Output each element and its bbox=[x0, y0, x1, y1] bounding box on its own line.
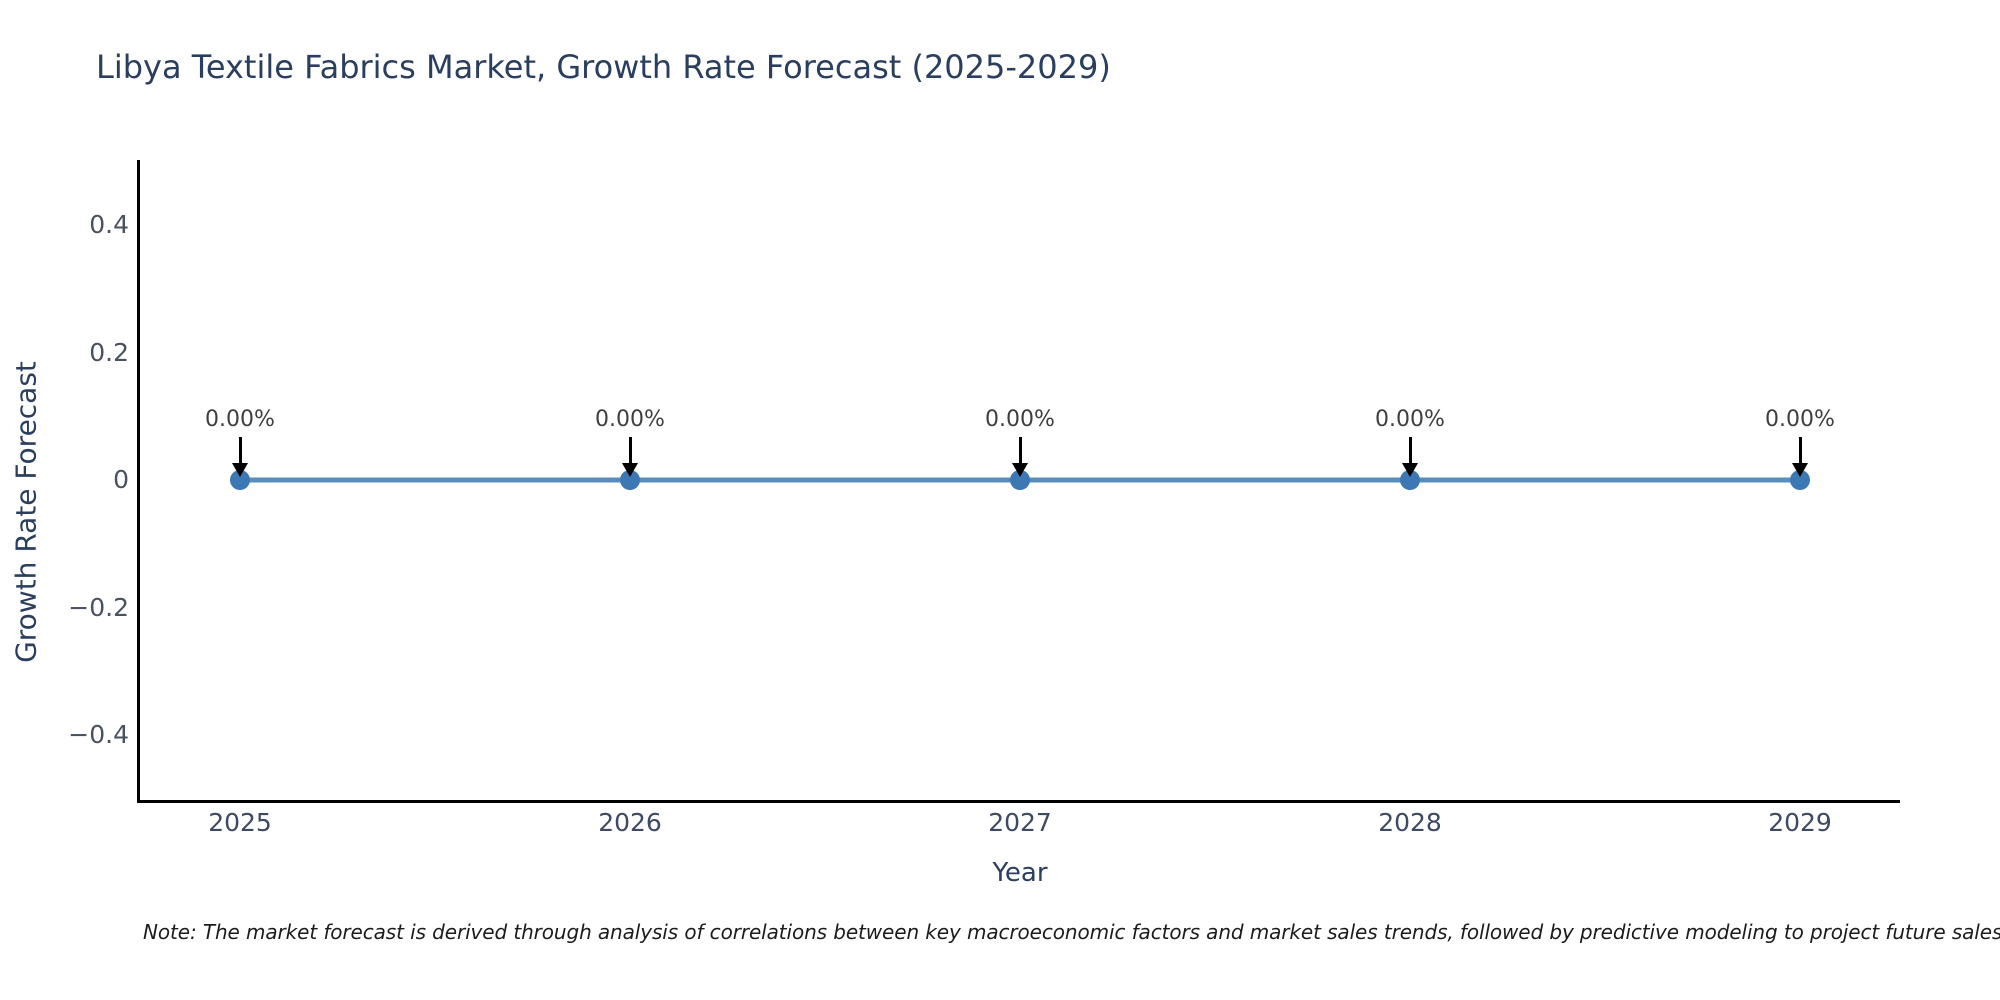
y-tick-label: 0.4 bbox=[89, 210, 129, 239]
y-tick-label: −0.4 bbox=[68, 720, 129, 749]
plot-area: 0.4 0.2 0 −0.2 −0.4 2025 2026 2027 2028 2029 0.00%… bbox=[68, 160, 1900, 837]
annotation-arrow-shaft bbox=[1408, 437, 1412, 464]
point-annotation-label: 0.00% bbox=[1375, 407, 1445, 432]
x-tick-label: 2027 bbox=[988, 808, 1052, 837]
y-tick-label: −0.2 bbox=[68, 592, 129, 622]
chart-title: Libya Textile Fabrics Market, Growth Rat… bbox=[96, 48, 1111, 86]
annotation-arrow-head bbox=[1012, 463, 1028, 477]
y-tick-label: 0.2 bbox=[89, 337, 129, 367]
y-axis-title: Growth Rate Forecast bbox=[9, 361, 43, 663]
point-annotation-label: 0.00% bbox=[595, 407, 665, 432]
annotation-arrow-head bbox=[622, 463, 638, 477]
annotation-arrow-shaft bbox=[1018, 437, 1022, 464]
x-tick-label: 2029 bbox=[1768, 808, 1832, 837]
point-annotation-label: 0.00% bbox=[985, 407, 1055, 432]
point-annotation-label: 0.00% bbox=[1765, 407, 1835, 432]
annotation-arrow-shaft bbox=[628, 437, 632, 464]
annotation-arrow-shaft bbox=[238, 437, 242, 464]
annotation-arrow-head bbox=[1402, 463, 1418, 477]
x-tick-label: 2028 bbox=[1378, 808, 1442, 837]
series-svg bbox=[230, 470, 1810, 490]
annotation-arrow-shaft bbox=[1798, 437, 1802, 464]
y-tick-label: 0 bbox=[113, 465, 129, 494]
annotation-arrow-head bbox=[1792, 463, 1808, 477]
x-tick-label: 2025 bbox=[208, 808, 272, 837]
x-tick-label: 2026 bbox=[598, 808, 662, 837]
footnote: Note: The market forecast is derived thr… bbox=[143, 920, 2000, 944]
point-annotation-label: 0.00% bbox=[205, 407, 275, 432]
x-axis-title: Year bbox=[992, 858, 1048, 888]
annotation-arrow-head bbox=[232, 463, 248, 477]
